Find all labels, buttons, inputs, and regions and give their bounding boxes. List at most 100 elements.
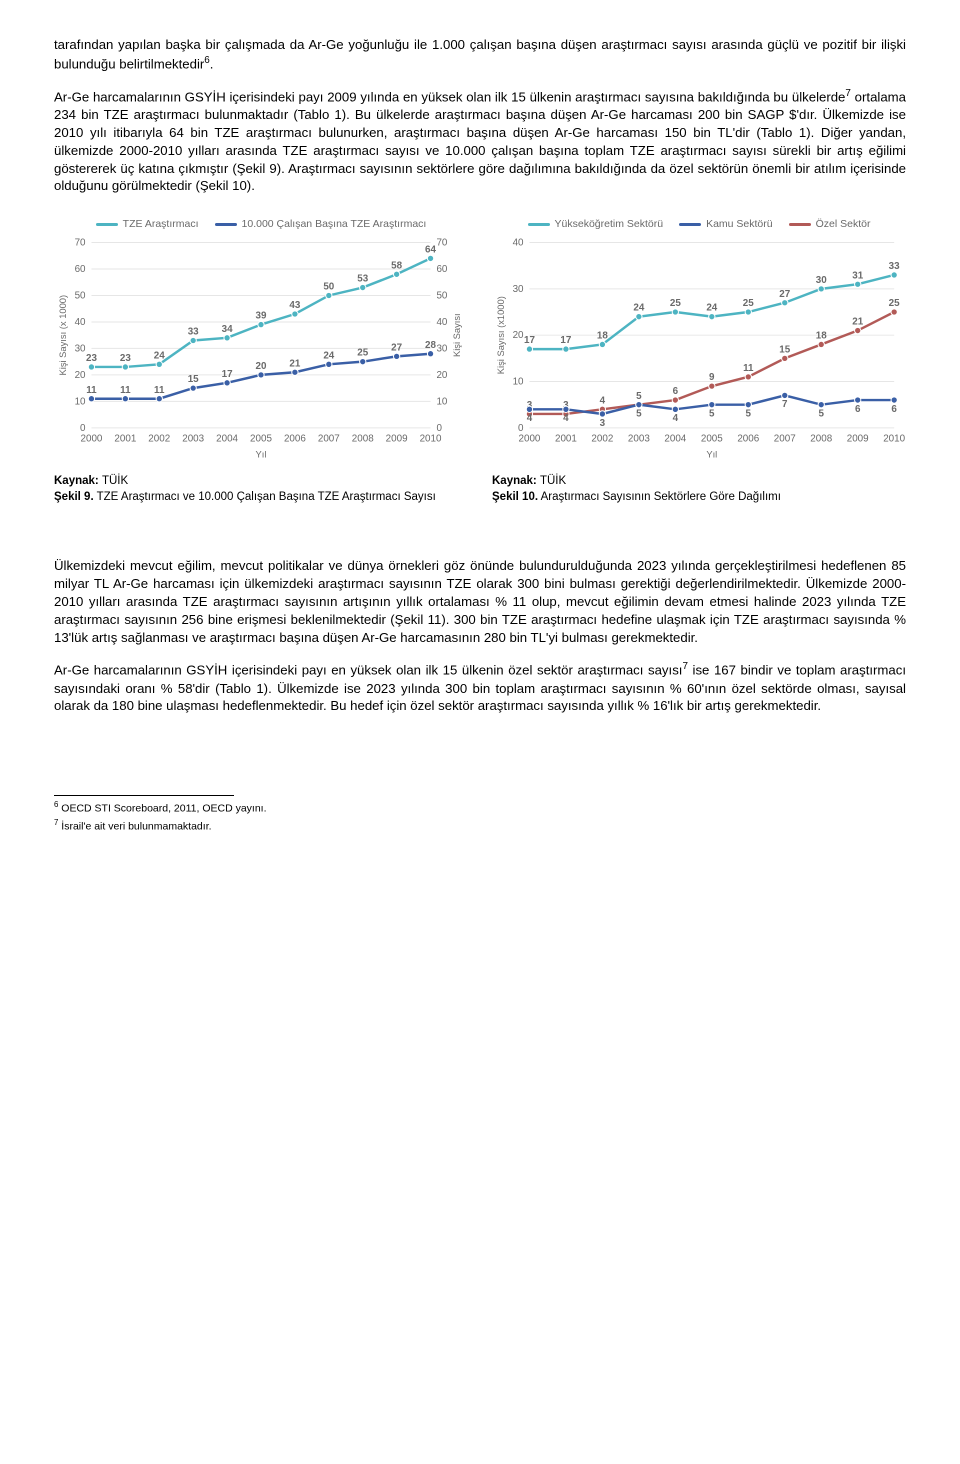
svg-text:5: 5: [746, 409, 752, 420]
svg-text:6: 6: [855, 404, 861, 415]
svg-text:50: 50: [75, 291, 86, 302]
para-1-text: tarafından yapılan başka bir çalışmada d…: [54, 37, 906, 71]
para-4a: Ar-Ge harcamalarının GSYİH içerisindeki …: [54, 663, 682, 678]
svg-text:2004: 2004: [664, 434, 686, 445]
svg-text:18: 18: [597, 331, 608, 342]
svg-text:2010: 2010: [883, 434, 905, 445]
svg-text:11: 11: [120, 385, 131, 396]
chart-9-svg: 0010102020303040405050606070702000200120…: [54, 233, 468, 463]
svg-text:25: 25: [670, 299, 681, 310]
svg-text:2008: 2008: [352, 434, 374, 445]
svg-text:28: 28: [425, 340, 436, 351]
svg-text:27: 27: [779, 289, 790, 300]
svg-text:Kişi Sayısı (x1000): Kişi Sayısı (x1000): [496, 297, 506, 375]
svg-text:23: 23: [120, 353, 131, 364]
svg-text:2009: 2009: [386, 434, 408, 445]
svg-text:50: 50: [436, 291, 447, 302]
svg-text:15: 15: [779, 345, 790, 356]
svg-text:Yıl: Yıl: [256, 450, 267, 460]
svg-text:4: 4: [673, 414, 679, 425]
footnote-7: 7 İsrail'e ait veri bulunmamaktadır.: [54, 818, 654, 834]
chart-10-caption: Kaynak: TÜİK Şekil 10. Araştırmacı Sayıs…: [492, 474, 906, 505]
chart-10-legend: Yükseköğretim Sektörü Kamu Sektörü Özel …: [492, 217, 906, 231]
spacer: [54, 515, 906, 557]
svg-text:9: 9: [709, 373, 715, 384]
svg-text:23: 23: [86, 353, 97, 364]
footnotes: 6 OECD STI Scoreboard, 2011, OECD yayını…: [54, 795, 234, 833]
svg-text:21: 21: [852, 317, 863, 328]
legend-label-1: TZE Araştırmacı: [123, 217, 199, 231]
svg-text:11: 11: [154, 385, 165, 396]
svg-text:2005: 2005: [250, 434, 272, 445]
svg-text:2003: 2003: [182, 434, 204, 445]
svg-text:5: 5: [709, 409, 715, 420]
caption10-title-rest: Araştırmacı Sayısının Sektörlere Göre Da…: [538, 491, 781, 503]
svg-text:2000: 2000: [81, 434, 103, 445]
svg-text:20: 20: [75, 370, 86, 381]
para-2a: Ar-Ge harcamalarının GSYİH içerisindeki …: [54, 89, 845, 104]
svg-text:39: 39: [256, 311, 267, 322]
svg-text:33: 33: [889, 261, 900, 272]
svg-text:15: 15: [188, 375, 199, 386]
svg-text:34: 34: [222, 324, 233, 335]
svg-text:0: 0: [80, 423, 86, 434]
legend-label-yuksek: Yükseköğretim Sektörü: [555, 217, 664, 231]
svg-text:24: 24: [154, 351, 165, 362]
legend-kamu: Kamu Sektörü: [679, 217, 773, 231]
svg-text:2000: 2000: [519, 434, 541, 445]
svg-text:60: 60: [436, 264, 447, 275]
svg-text:27: 27: [391, 343, 402, 354]
charts-row: TZE Araştırmacı 10.000 Çalışan Başına TZ…: [54, 217, 906, 505]
svg-text:2009: 2009: [847, 434, 869, 445]
svg-text:30: 30: [513, 284, 524, 295]
para-1: tarafından yapılan başka bir çalışmada d…: [54, 36, 906, 73]
svg-text:30: 30: [436, 344, 447, 355]
svg-text:0: 0: [436, 423, 442, 434]
caption9-title-rest: TZE Araştırmacı ve 10.000 Çalışan Başına…: [94, 491, 436, 503]
svg-text:2006: 2006: [284, 434, 306, 445]
svg-text:20: 20: [436, 370, 447, 381]
chart-10-box: Yükseköğretim Sektörü Kamu Sektörü Özel …: [492, 217, 906, 505]
caption9-source-label: Kaynak:: [54, 475, 102, 487]
svg-text:20: 20: [513, 331, 524, 342]
legend-swatch-2: [215, 223, 237, 226]
svg-text:2004: 2004: [216, 434, 238, 445]
chart-10-svg: 0102030402000200120022003200420052006200…: [492, 233, 906, 463]
para-2: Ar-Ge harcamalarının GSYİH içerisindeki …: [54, 87, 906, 195]
svg-text:24: 24: [633, 303, 644, 314]
svg-text:40: 40: [513, 238, 524, 249]
footnote-7-text: İsrail'e ait veri bulunmamaktadır.: [58, 820, 211, 832]
svg-text:17: 17: [524, 336, 535, 347]
svg-text:60: 60: [75, 264, 86, 275]
para-1-end: .: [210, 56, 214, 71]
legend-swatch-ozel: [789, 223, 811, 226]
svg-text:21: 21: [289, 359, 300, 370]
svg-text:5: 5: [636, 391, 642, 402]
svg-text:2005: 2005: [701, 434, 723, 445]
svg-text:Yıl: Yıl: [706, 450, 717, 460]
svg-text:5: 5: [636, 409, 642, 420]
legend-per10k: 10.000 Çalışan Başına TZE Araştırmacı: [215, 217, 427, 231]
svg-text:2006: 2006: [737, 434, 759, 445]
chart-9-legend: TZE Araştırmacı 10.000 Çalışan Başına TZ…: [54, 217, 468, 231]
svg-text:53: 53: [357, 274, 368, 285]
svg-text:2007: 2007: [318, 434, 340, 445]
svg-text:6: 6: [673, 387, 679, 398]
svg-text:4: 4: [527, 414, 533, 425]
svg-text:17: 17: [560, 336, 571, 347]
svg-text:20: 20: [256, 361, 267, 372]
caption10-title-bold: Şekil 10.: [492, 491, 538, 503]
legend-tze: TZE Araştırmacı: [96, 217, 199, 231]
svg-text:18: 18: [816, 331, 827, 342]
svg-text:Kişi Sayısı: Kişi Sayısı: [452, 314, 462, 358]
caption10-source: TÜİK: [540, 475, 566, 487]
svg-text:10: 10: [436, 397, 447, 408]
caption9-title-bold: Şekil 9.: [54, 491, 94, 503]
legend-swatch-kamu: [679, 223, 701, 226]
svg-text:40: 40: [75, 317, 86, 328]
para-2b: ortalama 234 bin TZE araştırmacı bulunma…: [54, 89, 906, 193]
svg-text:2002: 2002: [148, 434, 170, 445]
legend-label-ozel: Özel Sektör: [816, 217, 871, 231]
svg-text:17: 17: [222, 369, 233, 380]
svg-text:2010: 2010: [420, 434, 442, 445]
